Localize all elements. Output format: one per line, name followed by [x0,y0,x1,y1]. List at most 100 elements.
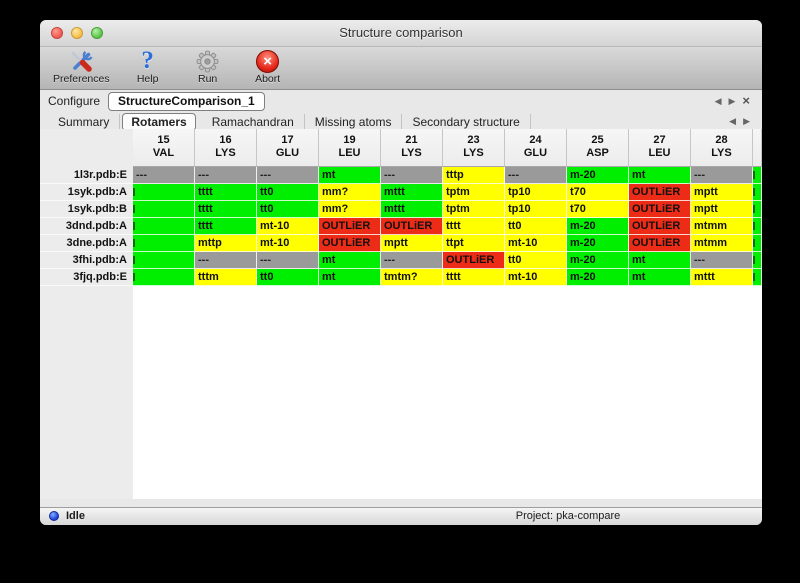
rotamer-cell[interactable]: tt0 [257,201,319,218]
rotamer-cell[interactable]: mtmm [691,218,753,235]
rotamer-cell[interactable]: --- [691,167,753,184]
help-button[interactable]: ? Help [123,47,173,86]
rotamer-cell[interactable]: mt-10 [257,218,319,235]
rotamer-cell[interactable]: tp10 [505,201,567,218]
tab-ramachandran[interactable]: Ramachandran [202,113,305,130]
row-label[interactable]: 3dne.pdb:A [40,235,133,252]
tab-summary[interactable]: Summary [48,113,121,130]
rotamer-cell[interactable]: mttp [195,235,257,252]
column-header-17[interactable]: 17 GLU [257,129,319,167]
rotamer-cell[interactable]: mttt [381,184,443,201]
rotamer-cell[interactable]: tp10 [505,184,567,201]
rotamer-cell[interactable]: tttt [443,218,505,235]
rotamer-cell[interactable]: tttm [195,269,257,286]
rotamer-cell[interactable]: mt [319,269,381,286]
rotamer-cell[interactable]: mptt [691,184,753,201]
rotamer-cell[interactable] [133,252,195,269]
row-label[interactable]: 1l3r.pdb:E [40,167,133,184]
row-label[interactable]: 3fhi.pdb:A [40,252,133,269]
row-label[interactable]: 1syk.pdb:A [40,184,133,201]
rotamer-cell[interactable] [133,184,195,201]
rotamer-cell[interactable]: --- [257,252,319,269]
column-header-25[interactable]: 25 ASP [567,129,629,167]
run-button[interactable]: Run [183,47,233,86]
rotamer-cell[interactable]: --- [505,167,567,184]
rotamer-cell[interactable]: OUTLiER [319,235,381,252]
abort-button[interactable]: × Abort [243,47,293,86]
tab-missing-atoms[interactable]: Missing atoms [305,113,403,130]
rotamer-cell[interactable]: ttpt [443,235,505,252]
rotamer-cell[interactable]: tt0 [257,184,319,201]
rotamer-cell[interactable]: tptm [443,184,505,201]
rotamer-cell[interactable]: tttt [443,269,505,286]
rotamer-cell[interactable]: tt0 [505,218,567,235]
rotamer-cell[interactable]: tptm [443,201,505,218]
rotamer-cell[interactable]: mt-10 [505,235,567,252]
rotamer-cell[interactable]: mttt [691,269,753,286]
rotamer-cell[interactable]: --- [195,252,257,269]
rotamer-cell[interactable]: --- [195,167,257,184]
rotamer-cell[interactable]: mptt [381,235,443,252]
column-header-24[interactable]: 24 GLU [505,129,567,167]
rotamer-cell[interactable]: tttp [443,167,505,184]
rotamer-cell[interactable]: OUTLiER [629,201,691,218]
tabs-prev-icon[interactable]: ◀ [729,116,737,126]
rotamer-cell[interactable]: m-20 [567,269,629,286]
rotamer-cell[interactable]: --- [133,167,195,184]
tab-rotamers[interactable]: Rotamers [122,112,196,131]
rotamer-cell[interactable]: mttt [381,201,443,218]
rotamer-cell[interactable]: mt-10 [257,235,319,252]
rotamer-cell[interactable]: OUTLiER [319,218,381,235]
tabs-next-icon[interactable]: ▶ [743,116,750,126]
rotamer-cell[interactable]: --- [381,167,443,184]
rotamer-cell[interactable]: mtmm [691,235,753,252]
rotamer-cell[interactable]: OUTLiER [381,218,443,235]
configure-close-icon[interactable]: × [742,93,750,108]
rotamer-cell[interactable]: mm? [319,184,381,201]
rotamer-cell[interactable]: OUTLiER [629,184,691,201]
preferences-button[interactable]: Preferences [50,47,113,86]
rotamer-cell[interactable]: mt [629,167,691,184]
rotamer-cell[interactable]: --- [691,252,753,269]
rotamer-cell[interactable]: tttt [195,184,257,201]
rotamer-cell[interactable] [133,218,195,235]
rotamer-cell[interactable] [133,201,195,218]
rotamer-cell[interactable]: tt0 [505,252,567,269]
rotamer-cell[interactable]: mt [629,269,691,286]
zoom-window-button[interactable] [91,27,103,39]
rotamer-cell[interactable]: tmtm? [381,269,443,286]
rotamer-cell[interactable] [133,235,195,252]
rotamer-cell[interactable]: m-20 [567,167,629,184]
close-window-button[interactable] [51,27,63,39]
rotamer-cell[interactable]: tttt [195,218,257,235]
rotamer-cell[interactable]: m-20 [567,218,629,235]
column-header-21[interactable]: 21 LYS [381,129,443,167]
rotamer-cell[interactable]: tt0 [257,269,319,286]
rotamer-cell[interactable]: mptt [691,201,753,218]
column-header-16[interactable]: 16 LYS [195,129,257,167]
rotamer-cell[interactable]: tttt [195,201,257,218]
rotamer-cell[interactable]: m-20 [567,235,629,252]
column-header-15[interactable]: 15 VAL [133,129,195,167]
rotamer-cell[interactable]: --- [257,167,319,184]
configure-name-field[interactable]: StructureComparison_1 [108,91,265,111]
rotamer-cell[interactable]: mm? [319,201,381,218]
rotamer-cell[interactable]: OUTLiER [629,218,691,235]
rotamer-cell[interactable]: OUTLiER [629,235,691,252]
column-header-27[interactable]: 27 LEU [629,129,691,167]
configure-next-icon[interactable]: ▶ [728,95,736,106]
column-header-23[interactable]: 23 LYS [443,129,505,167]
rotamer-cell[interactable]: mt [319,252,381,269]
rotamer-cell[interactable]: mt-10 [505,269,567,286]
tab-secondary-structure[interactable]: Secondary structure [402,113,531,130]
column-header-19[interactable]: 19 LEU [319,129,381,167]
rotamer-cell[interactable]: OUTLiER [443,252,505,269]
minimize-window-button[interactable] [71,27,83,39]
column-header-28[interactable]: 28 LYS [691,129,753,167]
rotamer-cell[interactable]: mt [629,252,691,269]
row-label[interactable]: 3dnd.pdb:A [40,218,133,235]
rotamer-cell[interactable]: t70 [567,184,629,201]
row-label[interactable]: 3fjq.pdb:E [40,269,133,286]
row-label[interactable]: 1syk.pdb:B [40,201,133,218]
rotamer-cell[interactable]: mt [319,167,381,184]
